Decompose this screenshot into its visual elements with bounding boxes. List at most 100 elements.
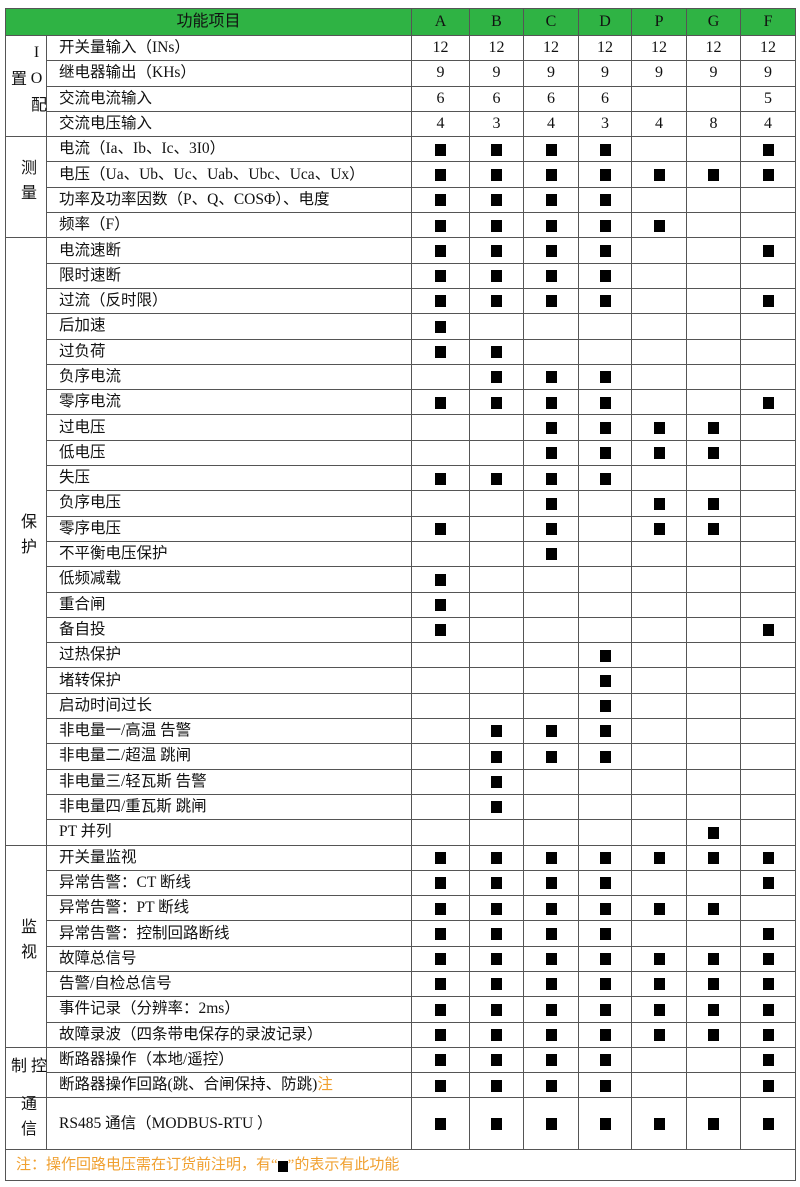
cell-p	[631, 844, 688, 871]
cell-a	[411, 186, 471, 214]
cell-p	[631, 718, 688, 745]
cell-c	[523, 920, 580, 947]
table-row: 保护 电流速断	[5, 237, 797, 846]
row-label: 重合闸	[45, 591, 413, 618]
cell-a	[411, 793, 471, 821]
cell-c	[523, 414, 580, 441]
cell-p	[631, 287, 688, 315]
footnote-text-after: ”的表示有此功能	[287, 1157, 400, 1174]
cell-p	[631, 85, 688, 112]
mark-icon	[435, 877, 447, 890]
cell-c	[523, 1021, 580, 1048]
row-label: 失压	[45, 465, 413, 492]
mark-icon	[545, 168, 557, 181]
cell-f	[740, 844, 797, 871]
cell-c	[523, 844, 580, 871]
cell-f	[740, 389, 797, 416]
mark-icon	[708, 168, 720, 181]
cell-f	[740, 515, 797, 542]
cell-g	[686, 566, 742, 593]
mark-icon	[599, 371, 611, 384]
table-row: 限时速断	[6, 262, 797, 289]
cell-a	[411, 895, 471, 922]
cell-c	[523, 237, 580, 264]
row-label: 异常告警：控制回路断线	[45, 920, 413, 947]
mark-icon	[491, 1079, 503, 1092]
row-label-text: 过电压	[59, 418, 106, 436]
cell-f	[740, 793, 797, 821]
cell-f	[740, 1021, 797, 1048]
mark-icon	[491, 194, 503, 207]
cell-d	[578, 566, 633, 593]
cell-a	[411, 414, 471, 441]
cell-f	[740, 895, 797, 922]
cell-a	[411, 819, 471, 846]
table-row: 启动时间过长	[6, 692, 797, 720]
cell-c	[523, 186, 580, 214]
row-label: 负序电压	[45, 490, 413, 517]
table-row: 失压	[6, 465, 797, 492]
row-label-text: 限时速断	[59, 266, 122, 284]
cell-a	[411, 540, 471, 568]
cell-f	[740, 262, 797, 289]
table-row: PT 并列	[6, 819, 797, 846]
mark-icon	[762, 1054, 774, 1067]
table-row: 过热保护	[6, 642, 797, 669]
table-row: 继电器输出（KHs） 9 9 9 9 9 9 9	[6, 60, 797, 87]
cell-c	[523, 262, 580, 289]
cell-p	[631, 970, 688, 998]
cell-g	[686, 262, 742, 289]
mark-icon	[545, 1003, 557, 1016]
cell-c	[523, 793, 580, 821]
cell-p	[631, 363, 688, 391]
mark-icon	[435, 270, 447, 283]
row-label: 非电量三/轻瓦斯 告警	[45, 768, 413, 795]
cell-f	[740, 945, 797, 972]
cell-a	[411, 338, 471, 365]
row-label: 过热保护	[45, 642, 413, 669]
row-label: 负序电流	[45, 363, 413, 391]
cell-a	[411, 1097, 471, 1151]
mark-icon	[708, 902, 720, 915]
cell-a	[411, 692, 471, 720]
row-label-text: 启动时间过长	[59, 696, 153, 714]
header-column-p: P	[631, 8, 688, 36]
row-label-text: 非电量四/重瓦斯 跳闸	[59, 798, 207, 816]
row-label: 告警/自检总信号	[45, 970, 413, 998]
cell-d	[578, 591, 633, 618]
cell-p	[631, 819, 688, 846]
mark-icon	[491, 1118, 503, 1131]
mark-icon	[762, 168, 774, 181]
table-row: 通信 RS485 通信（MODBUS-RTU ）	[5, 1095, 797, 1151]
cell-p: 9	[631, 60, 688, 87]
mark-icon	[435, 927, 447, 940]
mark-icon	[491, 750, 503, 763]
cell-a	[411, 844, 471, 871]
cell-a	[411, 287, 471, 315]
cell-d	[578, 920, 633, 947]
cell-g	[686, 515, 742, 542]
mark-icon	[708, 497, 720, 510]
cell-g	[686, 212, 742, 239]
cell-b	[469, 540, 525, 568]
cell-p	[631, 667, 688, 694]
cell-d	[578, 237, 633, 264]
mark-icon	[491, 1029, 503, 1042]
cell-f: 9	[740, 60, 797, 87]
row-label-text: 过热保护	[59, 646, 122, 664]
mark-icon	[599, 700, 611, 713]
mark-icon	[545, 371, 557, 384]
mark-icon	[599, 421, 611, 434]
cell-a	[411, 591, 471, 618]
row-label-text: 非电量三/轻瓦斯 告警	[59, 772, 207, 790]
cell-d	[578, 186, 633, 214]
group-cell: 通信	[5, 1095, 47, 1151]
mark-icon	[545, 978, 557, 991]
table-row: 告警/自检总信号	[6, 970, 797, 998]
row-label: 交流电压输入	[45, 110, 413, 138]
row-label-text: 过负荷	[59, 342, 106, 360]
cell-a: 4	[411, 110, 471, 138]
mark-icon	[435, 851, 447, 864]
table-row: 异常告警：PT 断线	[6, 895, 797, 922]
table-row: 过电压	[6, 414, 797, 441]
